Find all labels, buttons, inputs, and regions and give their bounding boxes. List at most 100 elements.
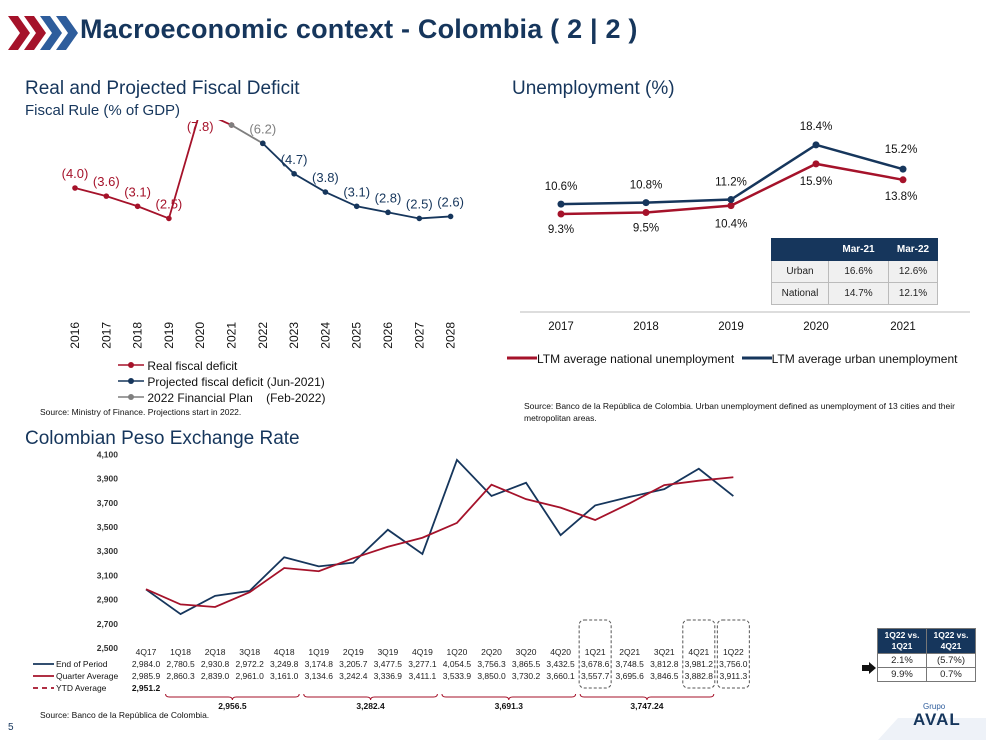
- fx-table-value: 2,984.0: [132, 659, 161, 669]
- fiscal-x-tick: 2025: [350, 322, 364, 349]
- fx-table-value: 4,054.5: [443, 659, 472, 669]
- unemp-point: [642, 208, 650, 216]
- page-title: Macroeconomic context - Colombia ( 2 | 2…: [80, 14, 638, 44]
- legend-label: Projected fiscal deficit (Jun-2021): [147, 375, 325, 389]
- fx-series-line: [145, 476, 734, 608]
- fx-title: Colombian Peso Exchange Rate: [25, 428, 300, 449]
- fiscal-data-label: (2.5): [406, 196, 433, 211]
- unemployment-chart: 9.3% 9.5% 10.4% 15.9% 13.8% 10.6% 10.8% 11.2% 18…: [520, 121, 970, 333]
- fiscal-point: [72, 185, 78, 191]
- logo-shape-icon: [878, 718, 986, 740]
- fx-table-value: 3,812.8: [650, 659, 679, 669]
- fx-ytd-first: 2,951.2: [132, 683, 161, 693]
- legend-real-fiscal: Real fiscal deficit: [118, 358, 325, 374]
- table-cell: 2.1%: [877, 653, 927, 668]
- fx-highlight-box: [682, 619, 716, 689]
- fx-y-tick: 3,500: [97, 522, 119, 532]
- unemp-x-tick: 2017: [548, 321, 574, 333]
- fx-table-value: 3,477.5: [374, 659, 403, 669]
- table-header: Mar-22: [888, 238, 938, 261]
- fiscal-point: [166, 215, 172, 222]
- fiscal-point: [103, 193, 110, 199]
- fx-table-value: 3,695.6: [616, 671, 645, 681]
- fiscal-data-label: (3.8): [312, 170, 339, 185]
- fx-table-value: 3,432.5: [546, 659, 575, 669]
- fx-ytd-value: 3,747.24: [630, 701, 663, 711]
- fx-x-tick: 4Q18: [274, 647, 295, 657]
- fiscal-point: [260, 140, 266, 147]
- legend-label: 2022 Financial Plan (Feb-2022): [147, 391, 326, 405]
- fx-table-value: 3,411.1: [409, 671, 437, 681]
- fiscal-x-tick: 2028: [444, 322, 458, 349]
- fx-table-value: 2,930.8: [201, 659, 230, 669]
- unemp-point: [557, 200, 565, 208]
- fx-table-value: 3,678.6: [581, 659, 610, 669]
- unemp-x-tick: 2018: [633, 321, 659, 333]
- fx-chart: 2,500 2,700 2,900 3,100 3,300 3,500 3,700 3,900…: [33, 449, 750, 711]
- page-number: 5: [8, 722, 14, 733]
- fiscal-x-tick: 2018: [131, 322, 145, 349]
- unemp-x-tick: 2019: [718, 321, 744, 333]
- fx-x-tick: 2Q20: [481, 647, 502, 657]
- unemployment-source: Source: Banco de la República de Colombi…: [524, 401, 955, 423]
- unemp-data-label: 9.3%: [548, 224, 574, 236]
- unemp-point: [899, 165, 907, 173]
- table-cell: 14.7%: [828, 282, 889, 305]
- fiscal-x-tick: 2021: [225, 322, 239, 349]
- fx-y-tick: 3,300: [97, 546, 119, 556]
- fx-table-value: 3,134.6: [305, 671, 334, 681]
- legend-navy-line-icon: [118, 378, 144, 384]
- fx-table-value: 3,850.0: [477, 671, 506, 681]
- fx-y-tick: 3,700: [97, 498, 119, 508]
- fx-x-tick: 4Q20: [550, 647, 571, 657]
- fiscal-data-label: (3.1): [124, 184, 151, 199]
- fx-series-line: [145, 458, 734, 616]
- unemp-point: [727, 202, 735, 210]
- fiscal-x-tick: 2026: [381, 322, 395, 349]
- fiscal-data-label: (7.8): [187, 120, 214, 134]
- fx-table-value: 2,985.9: [132, 671, 161, 681]
- fx-row-label: Quarter Average: [56, 671, 118, 681]
- legend-financial-plan: 2022 Financial Plan (Feb-2022): [118, 390, 325, 406]
- fiscal-subtitle: Fiscal Rule (% of GDP): [25, 102, 181, 119]
- fiscal-data-label: (2.8): [375, 190, 402, 205]
- fx-x-tick: 1Q19: [308, 647, 329, 657]
- unemp-series-line: [560, 143, 904, 206]
- fx-highlight-box: [578, 619, 612, 689]
- fiscal-x-tick: 2020: [193, 322, 207, 349]
- grupo-aval-logo: Grupo AVAL: [878, 700, 986, 740]
- unemp-data-label: 15.9%: [800, 176, 833, 188]
- fx-table-value: 2,972.2: [235, 659, 264, 669]
- legend-label: LTM average urban unemployment: [771, 352, 958, 366]
- fiscal-point: [134, 203, 141, 210]
- fx-x-tick: 1Q21: [585, 647, 606, 657]
- fiscal-point: [447, 213, 454, 220]
- unemployment-legend: LTM average national unemployment LTM av…: [507, 352, 957, 366]
- unemp-x-tick: 2020: [803, 321, 829, 333]
- fx-x-tick: 4Q19: [412, 647, 433, 657]
- fx-x-tick: 4Q21: [688, 647, 709, 657]
- fx-y-tick: 4,100: [97, 449, 119, 459]
- fiscal-chart: (4.0)(3.6)(3.1)(2.5)(7.8)(7.1)(6.2)(4.7)…: [62, 120, 464, 349]
- table-header: Mar-21: [828, 238, 889, 261]
- legend-label: LTM average national unemployment: [537, 352, 735, 366]
- fiscal-data-label: (3.1): [343, 184, 370, 199]
- fiscal-x-tick: 2024: [318, 322, 332, 349]
- unemp-data-label: 9.5%: [633, 222, 659, 234]
- fx-y-tick: 3,900: [97, 474, 119, 484]
- fiscal-title: Real and Projected Fiscal Deficit: [25, 78, 300, 99]
- unemp-data-label: 18.4%: [800, 121, 833, 133]
- fx-table-value: 3,161.0: [270, 671, 299, 681]
- fx-table-value: 3,174.8: [305, 659, 334, 669]
- table-cell: Urban: [771, 260, 829, 283]
- fx-ytd-brace: [303, 693, 438, 701]
- fiscal-data-label: (3.6): [93, 174, 120, 189]
- fiscal-point: [353, 203, 360, 210]
- table-cell: 12.6%: [888, 260, 938, 283]
- table-cell: 12.1%: [888, 282, 938, 305]
- fx-x-tick: 2Q18: [205, 647, 226, 657]
- fx-y-tick: 3,100: [97, 570, 119, 580]
- fx-ytd-brace: [441, 693, 577, 701]
- unemp-point: [727, 196, 735, 204]
- fx-table-value: 2,961.0: [235, 671, 264, 681]
